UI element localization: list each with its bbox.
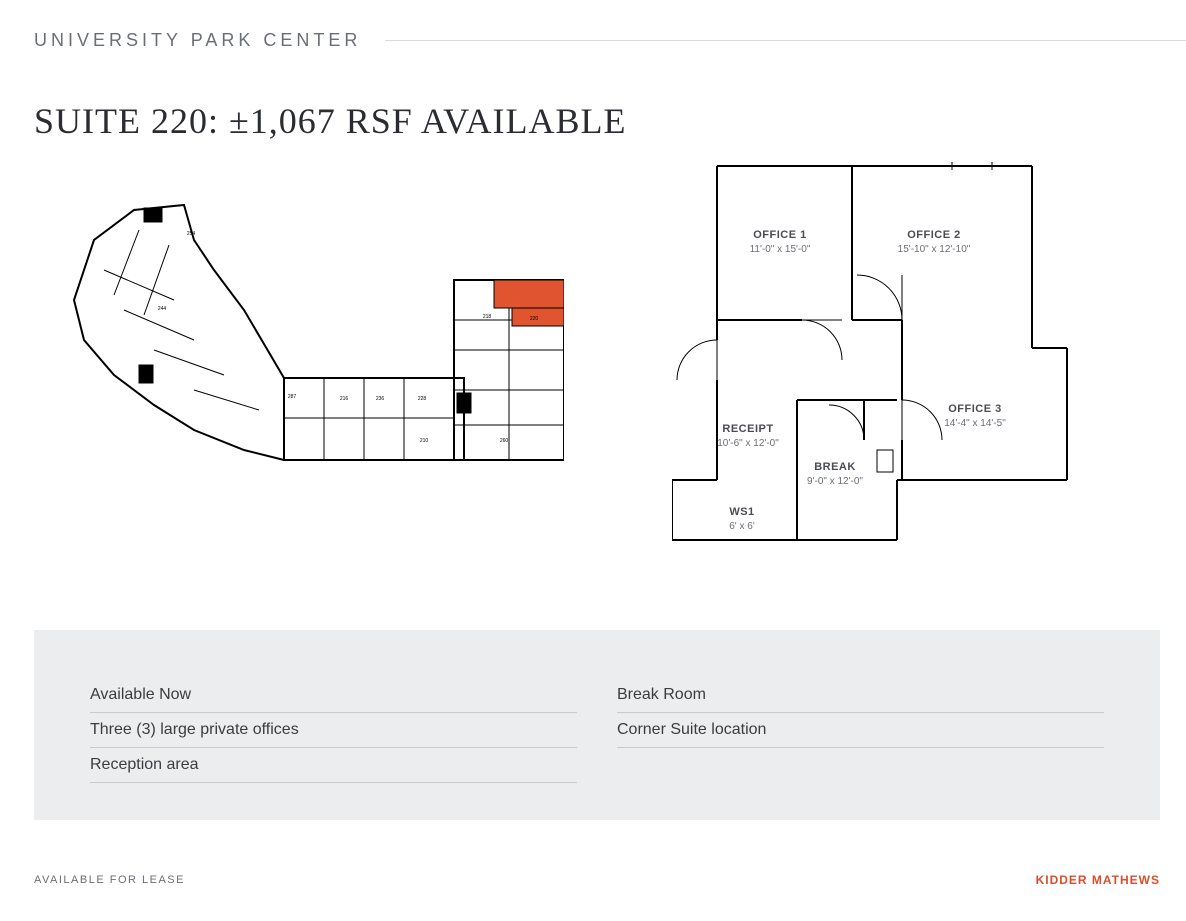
room-dims: 6' x 6' <box>729 521 755 532</box>
feature-item: Available Now <box>90 678 577 713</box>
footer-broker: KIDDER MATHEWS <box>1036 873 1160 887</box>
header-bar: UNIVERSITY PARK CENTER <box>34 30 1186 51</box>
svg-text:244: 244 <box>158 306 167 312</box>
svg-text:236: 236 <box>376 396 385 402</box>
room-label: WS1 <box>729 506 754 518</box>
building-keyplan: 244 254 287 216 236 228 210 260 218 220 <box>44 180 564 480</box>
page-title: SUITE 220: ±1,067 RSF AVAILABLE <box>34 100 627 142</box>
room-dims: 11'-0" x 15'-0" <box>750 244 811 255</box>
svg-text:228: 228 <box>418 396 427 402</box>
svg-text:260: 260 <box>500 438 509 444</box>
footer-status: AVAILABLE FOR LEASE <box>34 874 185 886</box>
room-label: BREAK <box>814 461 856 473</box>
room-label: OFFICE 2 <box>907 229 961 241</box>
room-dims: 14'-4" x 14'-5" <box>944 418 1006 429</box>
property-name: UNIVERSITY PARK CENTER <box>34 30 385 51</box>
suite-floorplan: OFFICE 1 11'-0" x 15'-0" OFFICE 2 15'-10… <box>672 160 1072 560</box>
header-rule <box>385 40 1186 41</box>
svg-text:216: 216 <box>340 396 349 402</box>
room-label: RECEIPT <box>722 423 773 435</box>
svg-text:287: 287 <box>288 394 297 400</box>
plan-area: 244 254 287 216 236 228 210 260 218 220 <box>34 160 1152 600</box>
svg-text:254: 254 <box>187 231 196 237</box>
room-dims: 10'-6" x 12'-0" <box>717 438 779 449</box>
features-box: Available Now Three (3) large private of… <box>34 630 1160 820</box>
feature-item: Three (3) large private offices <box>90 713 577 748</box>
svg-text:220: 220 <box>530 316 539 322</box>
svg-text:210: 210 <box>420 438 429 444</box>
room-dims: 9'-0" x 12'-0" <box>807 476 863 487</box>
features-col-1: Available Now Three (3) large private of… <box>90 678 577 780</box>
feature-item: Break Room <box>617 678 1104 713</box>
feature-item: Reception area <box>90 748 577 783</box>
room-label: OFFICE 3 <box>948 403 1002 415</box>
footer: AVAILABLE FOR LEASE KIDDER MATHEWS <box>34 873 1160 887</box>
features-col-2: Break Room Corner Suite location <box>617 678 1104 780</box>
room-label: OFFICE 1 <box>753 229 807 241</box>
room-dims: 15'-10" x 12'-10" <box>898 244 971 255</box>
room-labels: OFFICE 1 11'-0" x 15'-0" OFFICE 2 15'-10… <box>717 229 1006 532</box>
svg-text:218: 218 <box>483 314 492 320</box>
feature-item: Corner Suite location <box>617 713 1104 748</box>
